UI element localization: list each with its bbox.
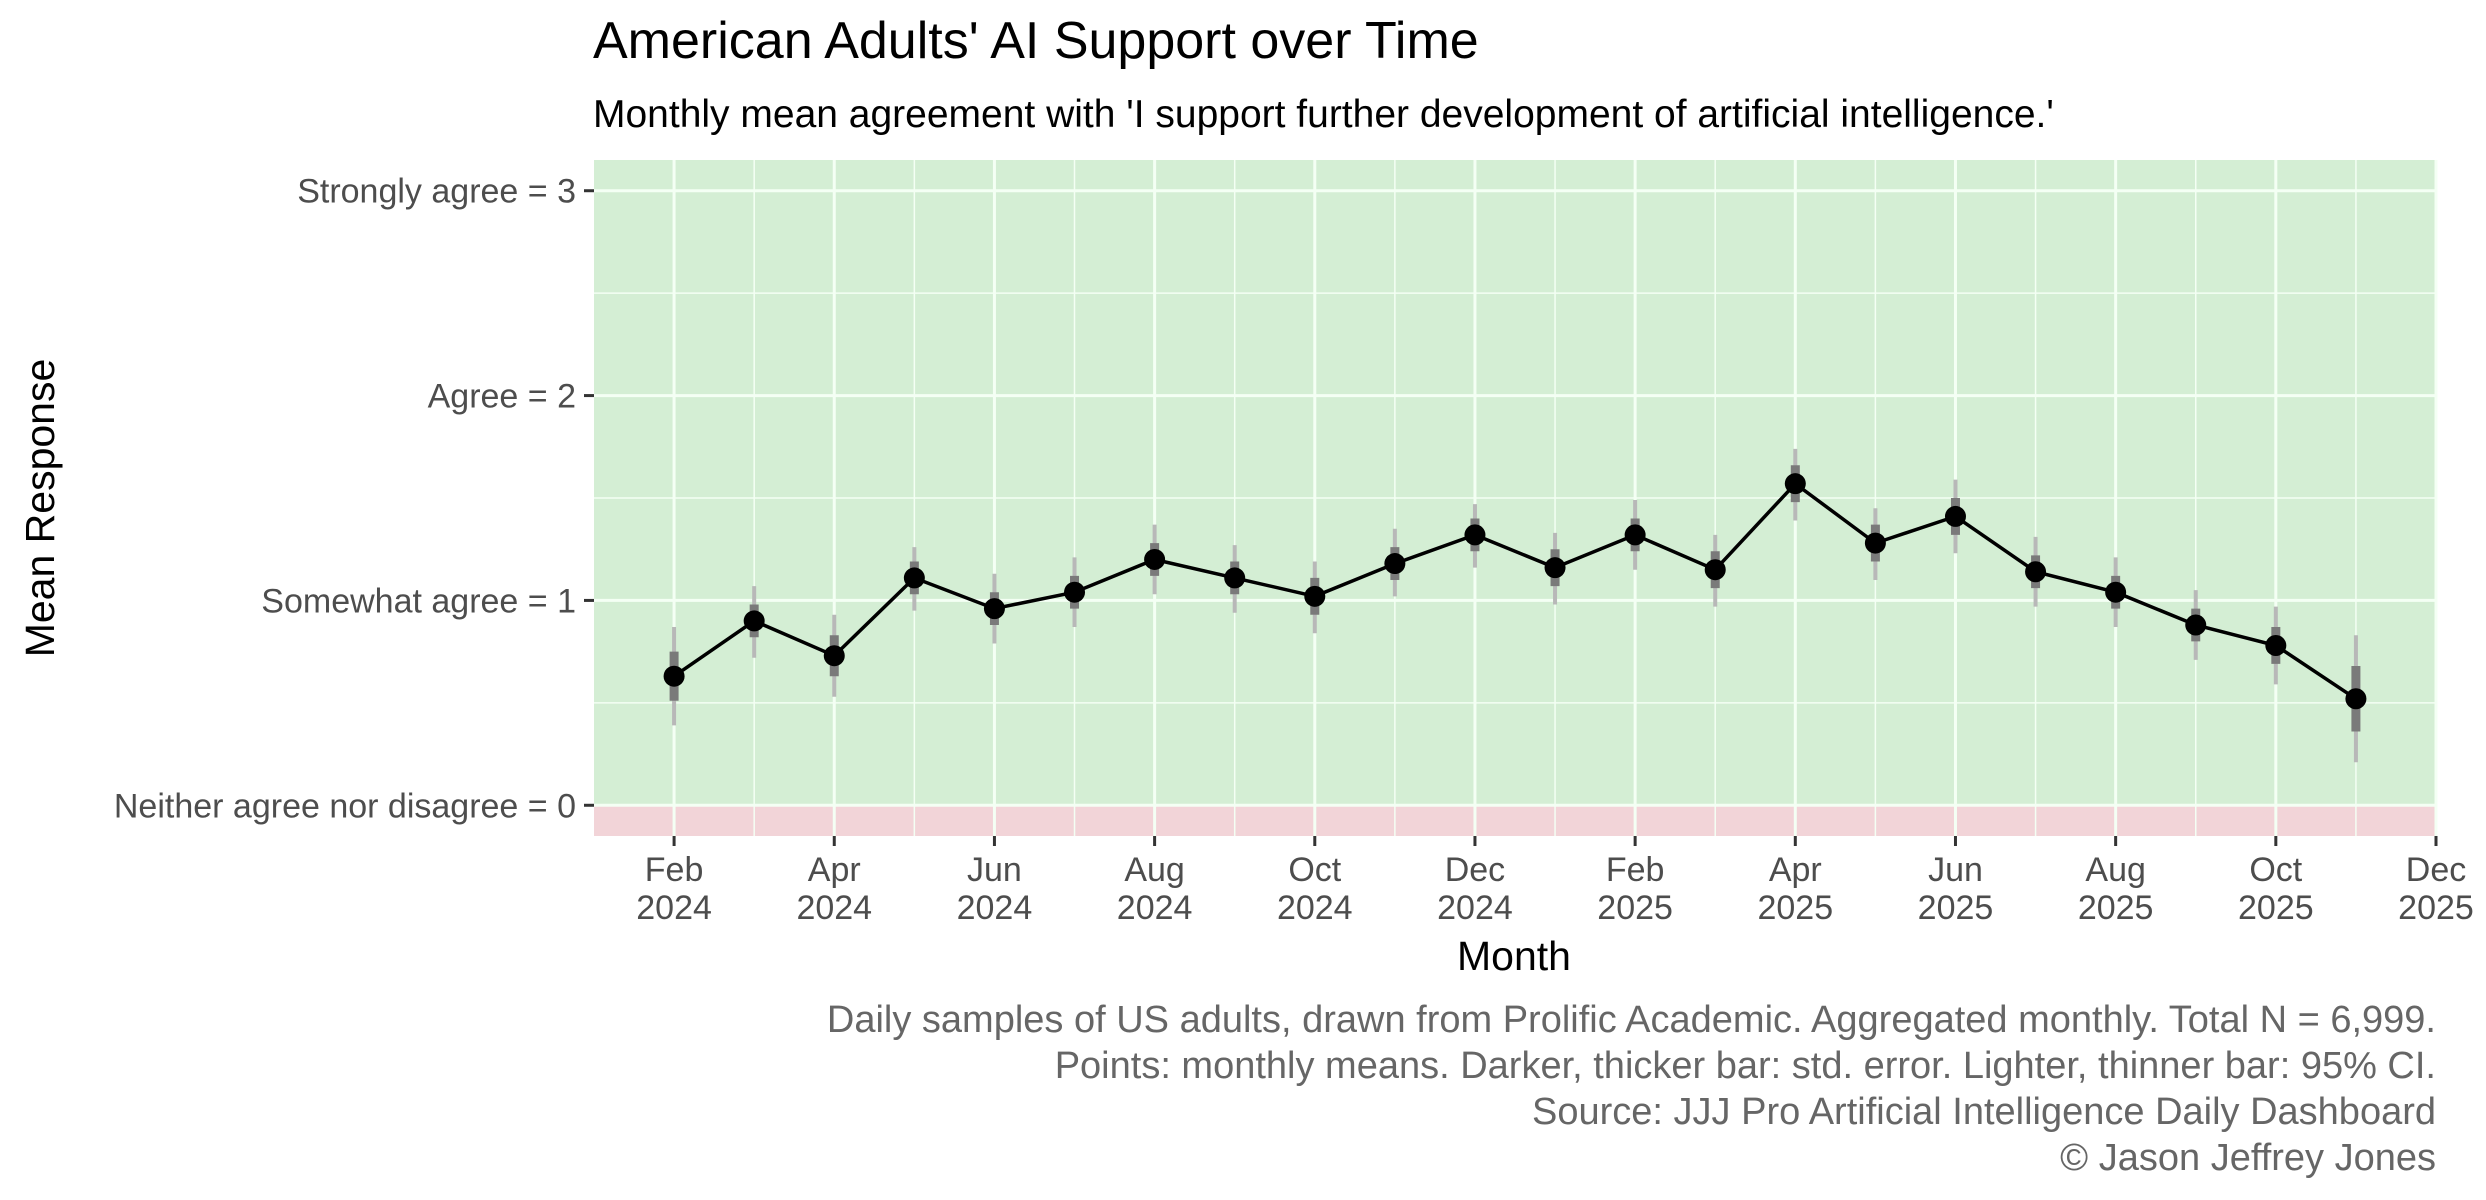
x-tick-label: Apr 2025 [1757,851,1833,927]
background-region-1 [594,805,2436,836]
data-point [1944,505,1966,527]
y-axis-title: Mean Response [17,359,63,658]
data-point [823,645,845,667]
x-tick-label: Feb 2024 [636,851,712,927]
x-tick-label: Oct 2025 [2238,851,2314,927]
caption-line: Daily samples of US adults, drawn from P… [827,999,2436,1041]
chart-subtitle: Monthly mean agreement with 'I support f… [593,93,2054,136]
data-point [2025,561,2047,583]
y-tick-label: Agree = 2 [428,378,576,416]
data-point [903,567,925,589]
data-point [2185,614,2207,636]
x-tick-label: Dec 2025 [2398,851,2474,927]
data-point [1464,524,1486,546]
data-point [1864,532,1886,554]
x-tick-label: Oct 2024 [1277,851,1353,927]
data-point [1784,473,1806,495]
x-tick-label: Feb 2025 [1597,851,1673,927]
caption-line: Points: monthly means. Darker, thicker b… [1055,1045,2436,1087]
data-point [2345,688,2367,710]
x-tick-label: Apr 2024 [796,851,872,927]
data-point [1704,559,1726,581]
series-line [673,481,2357,701]
data-point [983,598,1005,620]
data-point [1064,581,1086,603]
x-tick-label: Aug 2024 [1117,851,1193,927]
x-tick-label: Aug 2025 [2078,851,2154,927]
data-point [1384,553,1406,575]
background-region-0 [594,160,2436,806]
chart-title: American Adults' AI Support over Time [593,12,1479,70]
data-point [1144,548,1166,570]
data-point [743,610,765,632]
data-point [2265,634,2287,656]
data-point [1624,524,1646,546]
caption: Daily samples of US adults, drawn from P… [827,999,2436,1179]
caption-line: Source: JJJ Pro Artificial Intelligence … [1532,1091,2436,1133]
x-tick-label: Jun 2025 [1918,851,1994,927]
data-point [663,665,685,687]
x-tick-label: Jun 2024 [957,851,1033,927]
x-axis-title: Month [1457,933,1571,979]
data-point [1544,557,1566,579]
plot-area: Strongly agree = 3 Agree = 2 Somewhat agre… [114,160,2474,927]
data-point [2105,581,2127,603]
x-tick-label: Dec 2024 [1437,851,1513,927]
data-point [1224,567,1246,589]
caption-line: © Jason Jeffrey Jones [2060,1137,2436,1179]
data-point [1304,585,1326,607]
y-tick-label: Somewhat agree = 1 [261,582,576,620]
y-tick-label: Neither agree nor disagree = 0 [114,787,576,825]
y-tick-label: Strongly agree = 3 [297,173,576,211]
